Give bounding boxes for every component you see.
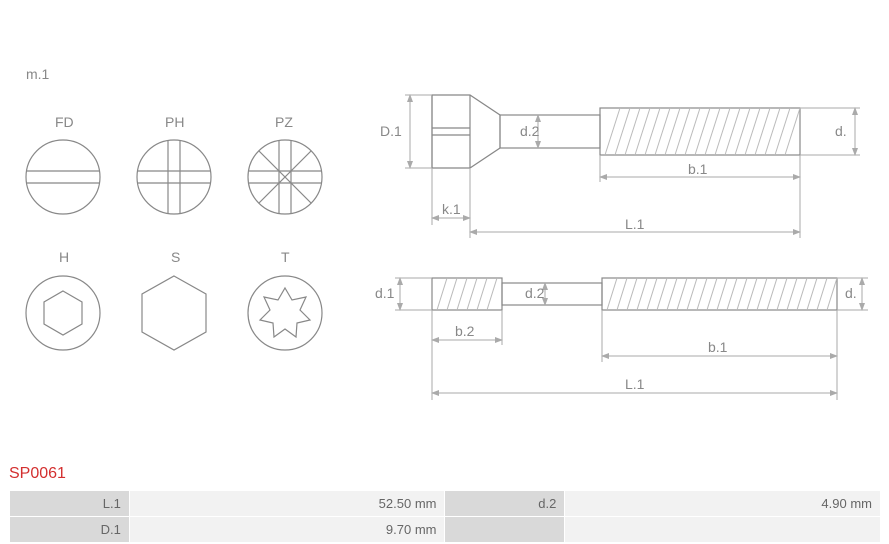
dim-db: d. (845, 285, 857, 301)
drive-icon-s (142, 276, 206, 350)
dim-b2: b.2 (455, 323, 475, 339)
table-row: L.1 52.50 mm d.2 4.90 mm (10, 491, 881, 517)
drive-icon-ph (137, 140, 211, 214)
spec-key: D.1 (10, 517, 130, 543)
drawing-canvas: m.1 FD PH PZ H S T (0, 0, 889, 544)
dim-b1b: b.1 (708, 339, 728, 355)
drive-icon-fd (26, 140, 100, 214)
table-row: D.1 9.70 mm (10, 517, 881, 543)
drive-icon-t (248, 276, 322, 350)
spec-key: L.1 (10, 491, 130, 517)
dim-D1: D.1 (380, 123, 402, 139)
dim-k1: k.1 (442, 201, 461, 217)
spec-val: 4.90 mm (565, 491, 881, 517)
part-code: SP0061 (9, 465, 66, 483)
bottom-screw-drawing: d.1 d.2 d. b.2 b.1 L.1 (375, 278, 868, 400)
spec-table: L.1 52.50 mm d.2 4.90 mm D.1 9.70 mm (9, 490, 881, 543)
spec-key (445, 517, 565, 543)
dim-d1: d.1 (375, 285, 395, 301)
spec-val: 52.50 mm (129, 491, 445, 517)
dim-d2b: d.2 (525, 285, 545, 301)
spec-val (565, 517, 881, 543)
dim-b1a: b.1 (688, 161, 708, 177)
drive-icon-pz (248, 140, 322, 214)
spec-key: d.2 (445, 491, 565, 517)
dim-da: d. (835, 123, 847, 139)
spec-val: 9.70 mm (129, 517, 445, 543)
dim-L1a: L.1 (625, 216, 645, 232)
top-screw-drawing: D.1 d.2 d. k.1 b.1 L.1 (380, 95, 860, 238)
dim-L1b: L.1 (625, 376, 645, 392)
drive-icon-h (26, 276, 100, 350)
dim-d2a: d.2 (520, 123, 540, 139)
technical-drawing-svg: D.1 d.2 d. k.1 b.1 L.1 (0, 0, 889, 460)
